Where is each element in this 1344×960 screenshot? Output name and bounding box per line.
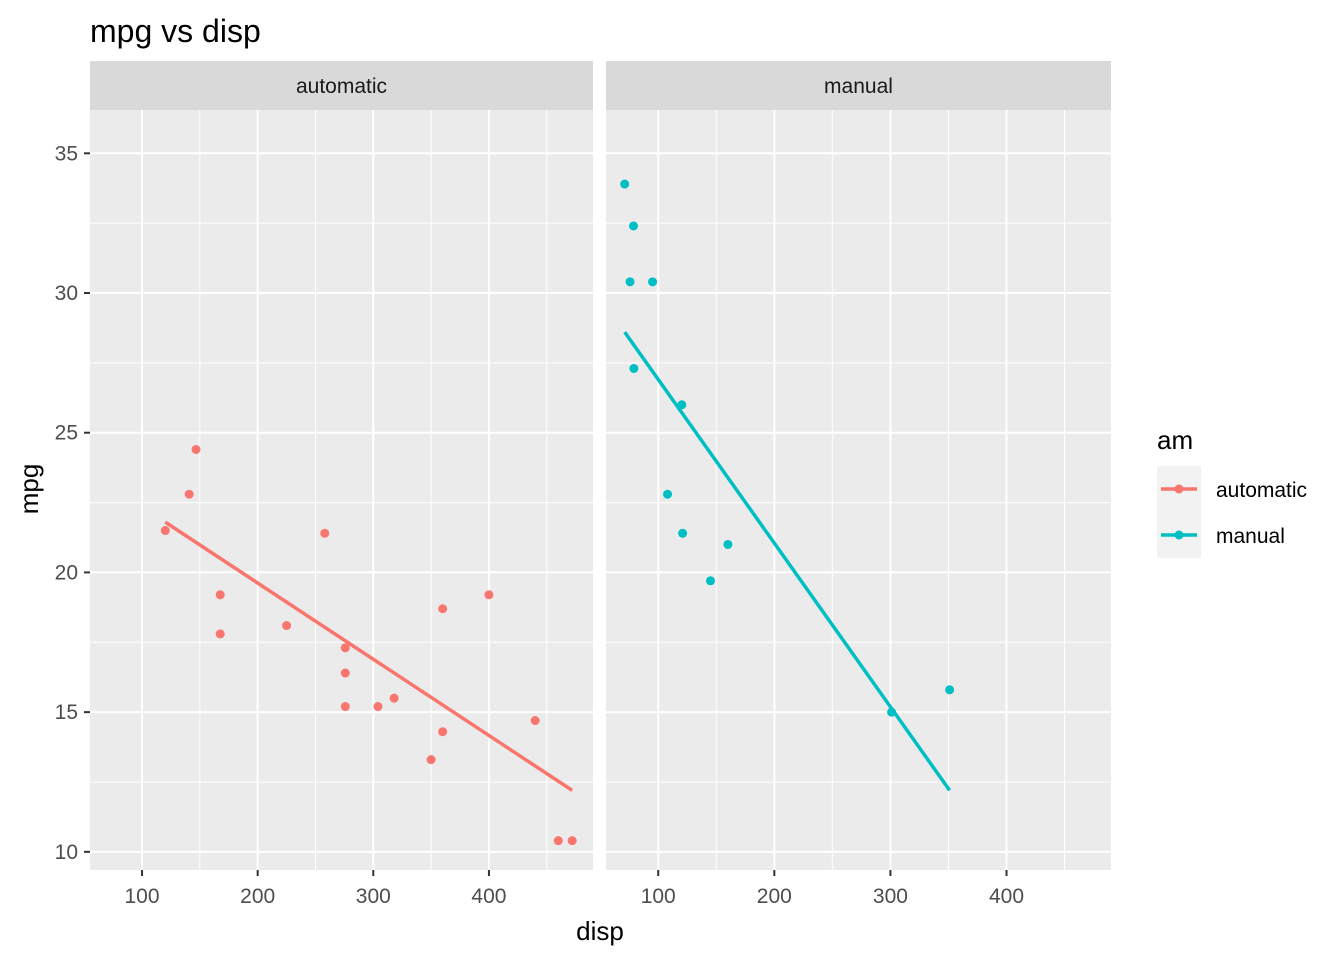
- facet-strip: [606, 61, 1111, 110]
- facet-panel-manual: manual: [606, 61, 1111, 870]
- x-tick-label: 200: [757, 885, 792, 908]
- x-tick-label: 400: [471, 885, 506, 908]
- legend-key-manual: manual: [1157, 512, 1285, 558]
- data-point-manual: [629, 221, 639, 231]
- facet-strip: [90, 61, 593, 110]
- data-point-manual: [648, 277, 658, 287]
- data-point-manual: [945, 685, 955, 695]
- legend-key-automatic: automatic: [1157, 466, 1307, 512]
- legend-title: am: [1157, 425, 1193, 455]
- legend-key-point: [1174, 484, 1184, 494]
- data-point-automatic: [340, 702, 350, 712]
- panel-background: [90, 110, 593, 870]
- legend: am automatic manual: [1157, 425, 1307, 558]
- fit-line-manual: [623, 331, 952, 792]
- facet-panel-automatic: automatic: [90, 61, 593, 870]
- y-tick-label: 30: [55, 282, 78, 305]
- legend-label-manual: manual: [1216, 525, 1285, 548]
- facet-panels: automatic manual: [90, 61, 1111, 870]
- data-point-automatic: [426, 755, 436, 765]
- data-point-automatic: [340, 668, 350, 678]
- y-tick-label: 10: [55, 841, 78, 864]
- y-tick-label: 35: [55, 142, 78, 165]
- data-point-automatic: [553, 836, 563, 846]
- data-point-automatic: [530, 716, 540, 726]
- data-point-manual: [723, 539, 733, 549]
- x-tick-label: 200: [240, 885, 275, 908]
- legend-label-automatic: automatic: [1216, 479, 1307, 502]
- data-point-automatic: [191, 444, 201, 454]
- fit-line-automatic: [164, 520, 574, 792]
- chart-title: mpg vs disp: [90, 13, 261, 49]
- data-point-automatic: [160, 526, 170, 536]
- facet-strip-label: automatic: [296, 75, 387, 98]
- x-axis: 100 200 300 400 100 200 300 400: [125, 870, 1024, 908]
- data-point-automatic: [320, 528, 330, 538]
- data-point-manual: [705, 576, 715, 586]
- data-point-automatic: [340, 643, 350, 653]
- y-axis-label: mpg: [14, 464, 44, 515]
- data-point-automatic: [438, 727, 448, 737]
- data-point-automatic: [567, 836, 577, 846]
- data-point-automatic: [215, 590, 225, 600]
- data-point-automatic: [373, 702, 383, 712]
- data-point-manual: [625, 277, 635, 287]
- y-tick-label: 15: [55, 701, 78, 724]
- x-tick-label: 100: [125, 885, 160, 908]
- x-tick-label: 400: [989, 885, 1024, 908]
- y-tick-label: 20: [55, 561, 78, 584]
- facet-strip-label: manual: [824, 75, 893, 98]
- y-axis: 10 15 20 25 30 35: [55, 142, 90, 864]
- data-point-automatic: [389, 693, 399, 703]
- data-point-manual: [678, 528, 688, 538]
- y-tick-label: 25: [55, 422, 78, 445]
- x-tick-label: 300: [356, 885, 391, 908]
- data-point-automatic: [215, 629, 225, 639]
- panel-background: [606, 110, 1111, 870]
- x-tick-label: 300: [873, 885, 908, 908]
- x-axis-label: disp: [576, 916, 624, 946]
- x-tick-label: 100: [641, 885, 676, 908]
- data-point-automatic: [282, 621, 292, 631]
- data-point-automatic: [484, 590, 494, 600]
- data-point-manual: [620, 179, 630, 189]
- data-point-manual: [663, 489, 673, 499]
- data-point-automatic: [184, 489, 194, 499]
- legend-keys: automatic manual: [1157, 466, 1307, 558]
- data-point-manual: [629, 363, 639, 373]
- legend-key-point: [1174, 530, 1184, 540]
- data-point-automatic: [438, 604, 448, 614]
